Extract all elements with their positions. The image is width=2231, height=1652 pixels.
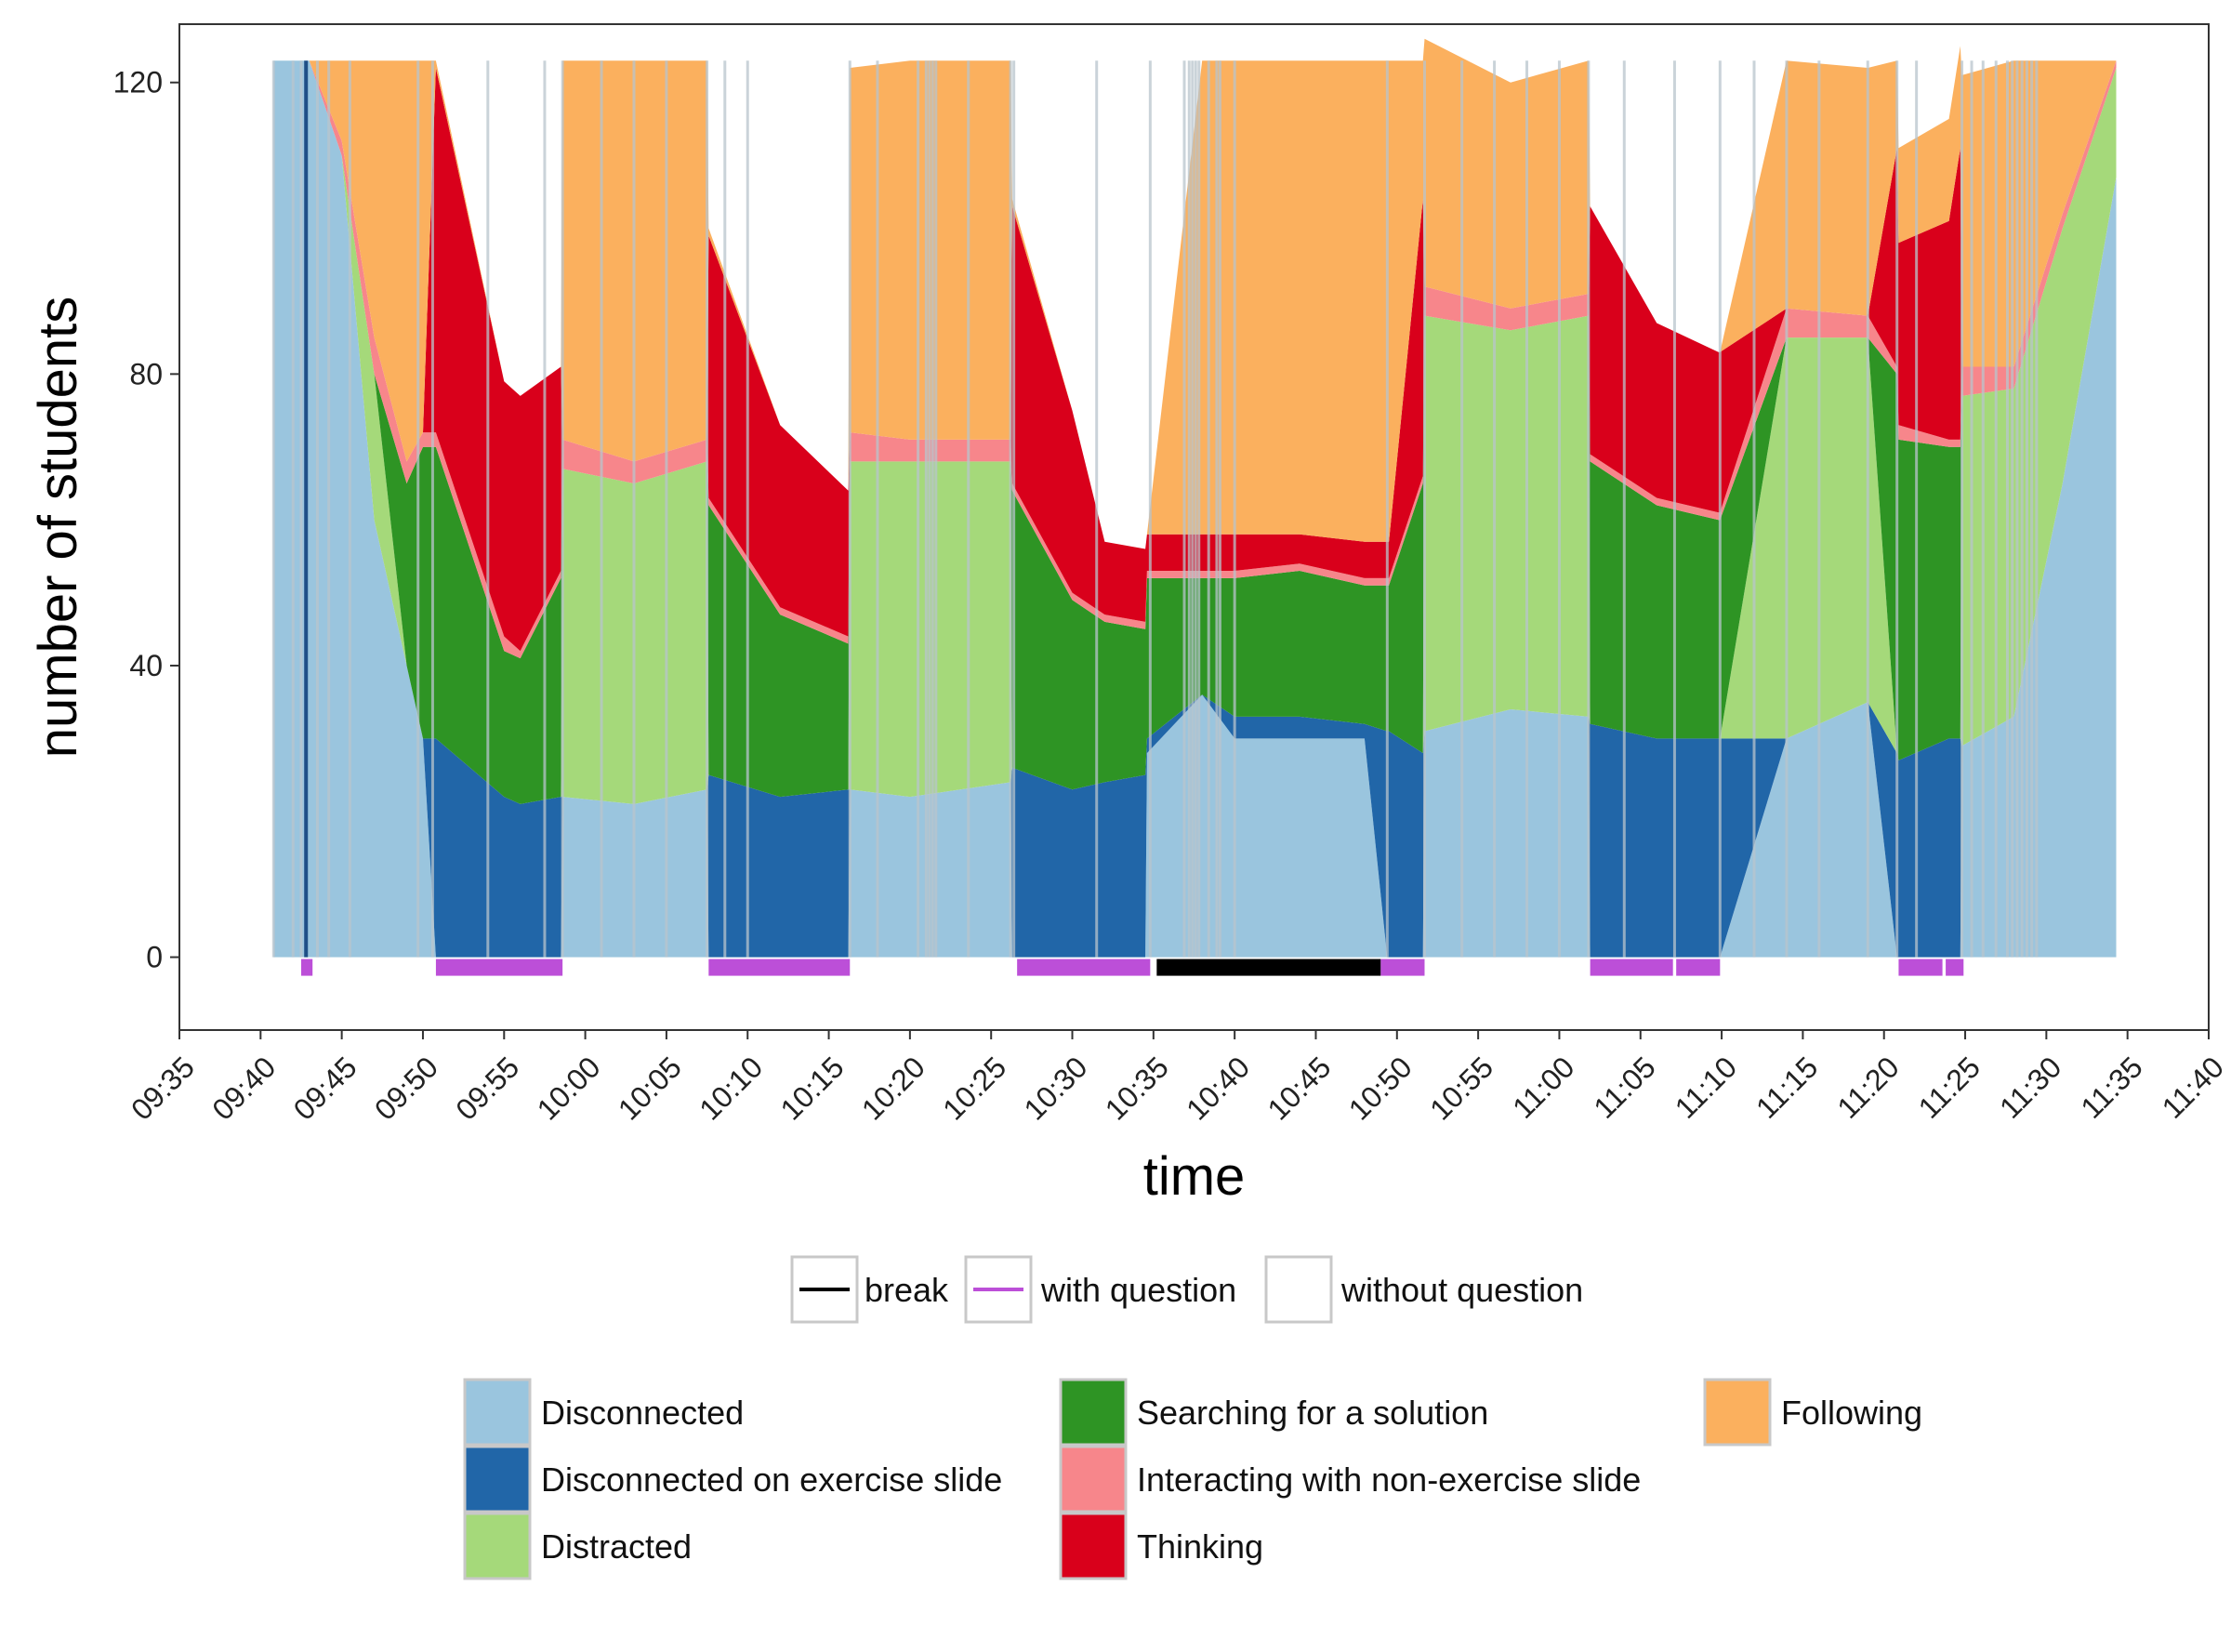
segment-with-question — [1017, 958, 1151, 976]
y-tick-label: 80 — [129, 357, 163, 390]
segment-with-question — [1676, 958, 1721, 976]
plot-area — [271, 38, 2117, 976]
legend-label: Disconnected on exercise slide — [541, 1460, 1002, 1499]
legend-label: break — [865, 1271, 949, 1309]
legend-swatch — [463, 1445, 532, 1513]
legend-line-types: break with question without question — [790, 1255, 1583, 1324]
legend-label: Disconnected — [541, 1394, 744, 1432]
area-disconnected-on-exercise-slide — [273, 60, 2117, 958]
y-tick-label: 40 — [129, 649, 163, 682]
area-searching-for-a-solution — [273, 60, 2117, 804]
legend-label: Interacting with non-exercise slide — [1137, 1460, 1641, 1499]
segment-with-question — [1380, 958, 1425, 976]
y-axis-title: number of students — [28, 297, 88, 759]
legend-swatch — [1059, 1445, 1128, 1513]
segment-with-question — [1898, 958, 1943, 976]
legend-label: with question — [1040, 1271, 1236, 1309]
legend-swatch — [1059, 1512, 1128, 1580]
legend-swatch — [463, 1378, 532, 1447]
legend-label: Searching for a solution — [1137, 1394, 1488, 1432]
plot-border — [178, 23, 2210, 1031]
segment-with-question — [1590, 958, 1673, 976]
segment-with-question — [435, 958, 563, 976]
x-axis-title: time — [1143, 1146, 1246, 1207]
legend-label: without question — [1340, 1271, 1583, 1309]
y-tick-label: 120 — [113, 66, 163, 99]
legend-swatch — [1703, 1378, 1772, 1447]
event-lines — [271, 60, 2039, 958]
area-thinking — [273, 60, 2117, 652]
segment-with-question — [708, 958, 851, 976]
segment-with-question — [1946, 958, 1964, 976]
legend-label: Distracted — [541, 1527, 692, 1566]
legend-swatch — [1059, 1378, 1128, 1447]
segment-break — [1156, 958, 1381, 976]
legend-states: Disconnected Disconnected on exercise sli… — [463, 1378, 1922, 1580]
legend-label: Thinking — [1137, 1527, 1263, 1566]
segment-with-question — [300, 958, 313, 976]
legend-label: Following — [1781, 1394, 1922, 1432]
legend-swatch — [463, 1512, 532, 1580]
question-segments — [300, 958, 1964, 976]
y-tick-label: 0 — [146, 941, 163, 974]
y-axis: 0 40 80 120 — [113, 66, 179, 974]
